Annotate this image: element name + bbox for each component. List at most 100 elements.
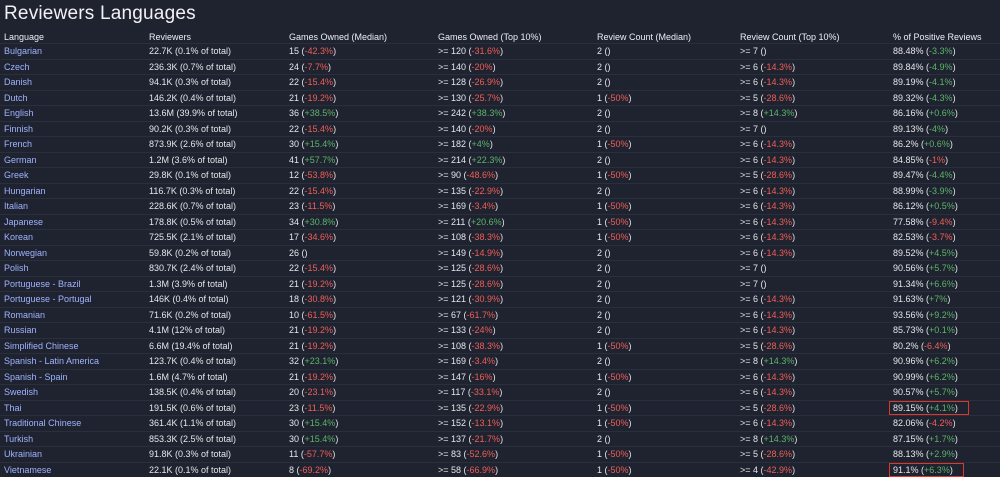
games-owned-top10-cell-change: -33.1%	[471, 387, 500, 397]
column-header-reviewers[interactable]: Reviewers	[145, 30, 285, 44]
language-link[interactable]: Finnish	[4, 124, 33, 134]
language-link[interactable]: Italian	[4, 201, 28, 211]
language-cell[interactable]: Russian	[0, 323, 145, 339]
language-cell[interactable]: Danish	[0, 75, 145, 91]
column-header-language[interactable]: Language	[0, 30, 145, 44]
language-link[interactable]: Polish	[4, 263, 29, 273]
language-cell[interactable]: Greek	[0, 168, 145, 184]
games-owned-median-cell: 24 (-7.7%)	[285, 59, 434, 75]
reviewers-cell: 1.2M (3.6% of total)	[145, 152, 285, 168]
paren-close: )	[335, 418, 338, 428]
language-link[interactable]: Dutch	[4, 93, 28, 103]
games-owned-top10-cell-change: -16%	[472, 372, 493, 382]
language-link[interactable]: Portuguese - Brazil	[4, 279, 81, 289]
language-link[interactable]: Turkish	[4, 434, 33, 444]
column-header-review-count-top10[interactable]: Review Count (Top 10%)	[736, 30, 889, 44]
language-link[interactable]: Portuguese - Portugal	[4, 294, 92, 304]
language-cell[interactable]: Thai	[0, 400, 145, 416]
language-link[interactable]: Bulgarian	[4, 46, 42, 56]
language-cell[interactable]: Japanese	[0, 214, 145, 230]
language-cell[interactable]: Simplified Chinese	[0, 338, 145, 354]
language-cell[interactable]: Czech	[0, 59, 145, 75]
language-cell[interactable]: Portuguese - Brazil	[0, 276, 145, 292]
games-owned-median-cell-value: 23	[289, 403, 299, 413]
paren-close: )	[945, 124, 948, 134]
language-link[interactable]: Spanish - Spain	[4, 372, 68, 382]
column-header-review-count-median[interactable]: Review Count (Median)	[593, 30, 736, 44]
positive-reviews-cell-change: -4.4%	[929, 170, 953, 180]
language-link[interactable]: Swedish	[4, 387, 38, 397]
games-owned-median-cell-change: -19.2%	[305, 279, 334, 289]
language-cell[interactable]: Spanish - Latin America	[0, 354, 145, 370]
language-cell[interactable]: Spanish - Spain	[0, 369, 145, 385]
language-link[interactable]: Japanese	[4, 217, 43, 227]
language-link[interactable]: Traditional Chinese	[4, 418, 81, 428]
language-link[interactable]: English	[4, 108, 34, 118]
language-link[interactable]: Vietnamese	[4, 465, 51, 475]
language-link[interactable]: Spanish - Latin America	[4, 356, 99, 366]
language-link[interactable]: Danish	[4, 77, 32, 87]
language-cell[interactable]: Swedish	[0, 385, 145, 401]
paren-close: )	[608, 77, 611, 87]
language-cell[interactable]: Italian	[0, 199, 145, 215]
language-cell[interactable]: Vietnamese	[0, 462, 145, 477]
language-cell[interactable]: Hungarian	[0, 183, 145, 199]
language-cell[interactable]: Norwegian	[0, 245, 145, 261]
paren-close: )	[792, 170, 795, 180]
page-title: Reviewers Languages	[4, 3, 196, 25]
language-link[interactable]: Norwegian	[4, 248, 47, 258]
language-cell[interactable]: German	[0, 152, 145, 168]
column-header-games-owned-median[interactable]: Games Owned (Median)	[285, 30, 434, 44]
paren-close: )	[629, 341, 632, 351]
paren-close: )	[955, 248, 958, 258]
positive-reviews-cell-value: 88.13%	[893, 449, 924, 459]
games-owned-median-cell: 21 (-19.2%)	[285, 323, 434, 339]
games-owned-median-cell: 18 (-30.8%)	[285, 292, 434, 308]
games-owned-median-cell-value: 21	[289, 372, 299, 382]
games-owned-top10-cell-change: -31.6%	[472, 46, 501, 56]
games-owned-median-cell: 23 (-11.5%)	[285, 400, 434, 416]
language-cell[interactable]: Finnish	[0, 121, 145, 137]
review-count-median-cell: 2 ()	[593, 261, 736, 277]
language-cell[interactable]: English	[0, 106, 145, 122]
language-link[interactable]: Russian	[4, 325, 37, 335]
language-link[interactable]: German	[4, 155, 37, 165]
review-count-median-cell: 1 (-50%)	[593, 416, 736, 432]
games-owned-median-cell: 21 (-19.2%)	[285, 369, 434, 385]
review-count-top10-cell: >= 7 ()	[736, 44, 889, 60]
paren-close: )	[948, 341, 951, 351]
language-link[interactable]: Ukrainian	[4, 449, 42, 459]
language-link[interactable]: Korean	[4, 232, 33, 242]
language-cell[interactable]: Dutch	[0, 90, 145, 106]
language-link[interactable]: Hungarian	[4, 186, 46, 196]
language-link[interactable]: Thai	[4, 403, 22, 413]
games-owned-median-cell-value: 22	[289, 77, 299, 87]
language-cell[interactable]: Portuguese - Portugal	[0, 292, 145, 308]
language-cell[interactable]: Romanian	[0, 307, 145, 323]
language-link[interactable]: Czech	[4, 62, 30, 72]
language-cell[interactable]: Korean	[0, 230, 145, 246]
reviewers-cell: 29.8K (0.1% of total)	[145, 168, 285, 184]
language-link[interactable]: Greek	[4, 170, 29, 180]
language-cell[interactable]: Polish	[0, 261, 145, 277]
language-link[interactable]: Romanian	[4, 310, 45, 320]
column-header-positive-reviews[interactable]: % of Positive Reviews	[889, 30, 1000, 44]
games-owned-top10-cell-value: >= 83	[438, 449, 461, 459]
positive-reviews-cell-value: 89.13%	[893, 124, 924, 134]
language-cell[interactable]: Turkish	[0, 431, 145, 447]
paren-close: )	[629, 418, 632, 428]
language-link[interactable]: French	[4, 139, 32, 149]
language-cell[interactable]: Traditional Chinese	[0, 416, 145, 432]
language-cell[interactable]: Bulgarian	[0, 44, 145, 60]
language-cell[interactable]: French	[0, 137, 145, 153]
paren-close: )	[500, 46, 503, 56]
games-owned-top10-cell-value: >= 214	[438, 155, 466, 165]
positive-reviews-cell: 91.63% (+7%)	[889, 292, 1000, 308]
column-header-games-owned-top10[interactable]: Games Owned (Top 10%)	[434, 30, 593, 44]
language-link[interactable]: Simplified Chinese	[4, 341, 79, 351]
games-owned-median-cell: 21 (-19.2%)	[285, 338, 434, 354]
language-cell[interactable]: Ukrainian	[0, 447, 145, 463]
